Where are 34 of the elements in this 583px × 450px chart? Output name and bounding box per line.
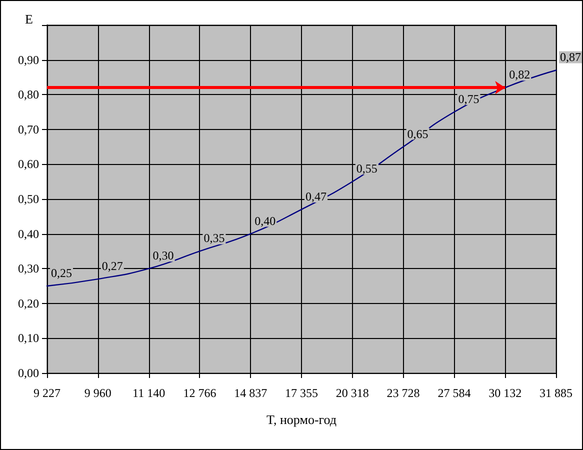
x-tick-label: 17 355: [285, 386, 318, 400]
data-label: 0,82: [509, 68, 530, 82]
y-axis-title: E: [25, 12, 34, 26]
y-tick-label: 0,70: [18, 122, 39, 136]
data-label: 0,35: [204, 231, 225, 246]
data-label: 0,55: [356, 162, 378, 176]
x-tick-label: 31 885: [540, 386, 572, 400]
y-tick-label: 0,90: [18, 52, 39, 67]
data-label: 0,25: [51, 266, 72, 280]
y-tick-label: 0,30: [18, 262, 39, 276]
x-tick-label: 27 584: [438, 386, 471, 400]
y-tick-label: 0,50: [18, 192, 39, 206]
data-label: 0,27: [102, 259, 123, 274]
x-tick-label: 9 960: [84, 386, 112, 400]
x-tick-label: 23 728: [386, 386, 420, 400]
data-label: 0,47: [306, 189, 326, 204]
data-label: 0,75: [458, 92, 480, 106]
data-label: 0,40: [254, 214, 276, 228]
x-tick-label: 11 140: [132, 386, 166, 400]
data-label: 0,65: [407, 126, 428, 141]
y-tick-label: 0,80: [18, 88, 39, 102]
data-label: 0,30: [152, 248, 174, 263]
data-label: 0,87: [560, 50, 581, 64]
y-tick-label: 0,60: [18, 157, 39, 172]
x-tick-label: 9 227: [34, 386, 60, 400]
y-tick-label: 0,00: [18, 366, 39, 380]
y-tick-label: 0,20: [18, 296, 39, 310]
y-tick-label: 0,10: [18, 331, 39, 346]
x-tick-label: 20 318: [336, 386, 369, 400]
x-tick-label: 30 132: [488, 386, 522, 400]
y-tick-label: 0,40: [18, 226, 39, 241]
x-tick-label: 14 837: [234, 386, 268, 400]
x-axis-title: T, нормо-год: [266, 412, 337, 427]
x-tick-label: 12 766: [183, 386, 216, 400]
